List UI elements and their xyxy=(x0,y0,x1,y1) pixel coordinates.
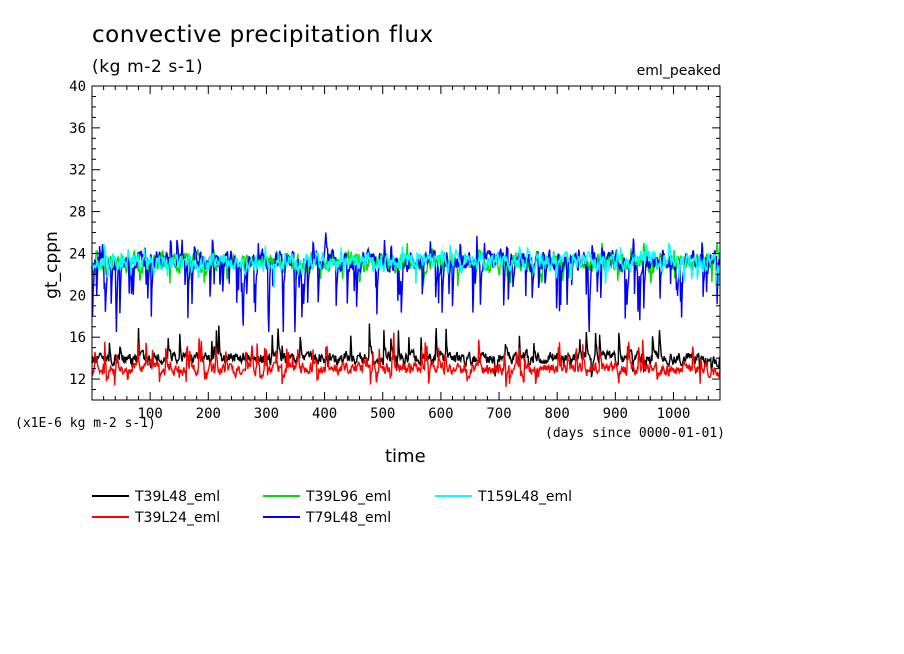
y-tick-label: 20 xyxy=(69,288,86,304)
series-line-t39l24-eml xyxy=(91,332,721,387)
y-tick-label: 12 xyxy=(69,372,86,388)
x-tick-label: 100 xyxy=(137,406,162,422)
y-tick-label: 16 xyxy=(69,330,86,346)
x-tick-label: 600 xyxy=(428,406,453,422)
y-tick-label: 32 xyxy=(69,163,86,179)
legend-t159l48-eml-label: T159L48_eml xyxy=(477,489,572,505)
series-line-t39l48-eml xyxy=(91,323,721,378)
x-tick-label: 1000 xyxy=(657,406,691,422)
y-tick-label: 24 xyxy=(69,246,86,262)
x-tick-label: 400 xyxy=(312,406,337,422)
chart-title: convective precipitation flux xyxy=(92,22,434,48)
x-tick-label: 700 xyxy=(486,406,511,422)
legend-t39l96-eml-label: T39L96_eml xyxy=(305,489,391,505)
series-line-t79l48-eml xyxy=(91,232,721,333)
y-scale-note: (x1E-6 kg m-2 s-1) xyxy=(15,416,156,431)
y-tick-label: 40 xyxy=(69,79,86,95)
x-tick-label: 300 xyxy=(254,406,279,422)
legend-t39l24-eml-label: T39L24_eml xyxy=(134,510,220,526)
run-label: eml_peaked xyxy=(636,63,721,79)
x-axis-label: time xyxy=(385,446,426,467)
y-tick-label: 28 xyxy=(69,205,86,221)
x-tick-label: 500 xyxy=(370,406,395,422)
x-tick-label: 900 xyxy=(603,406,628,422)
x-tick-label: 200 xyxy=(196,406,221,422)
x-tick-label: 800 xyxy=(545,406,570,422)
legend-t39l48-eml-label: T39L48_eml xyxy=(134,489,220,505)
y-tick-label: 36 xyxy=(69,121,86,137)
chart-units: (kg m-2 s-1) xyxy=(92,57,204,77)
legend-t79l48-eml-label: T79L48_eml xyxy=(305,510,391,526)
series-line-t159l48-eml xyxy=(91,242,721,289)
x-units-note: (days since 0000-01-01) xyxy=(545,426,726,441)
